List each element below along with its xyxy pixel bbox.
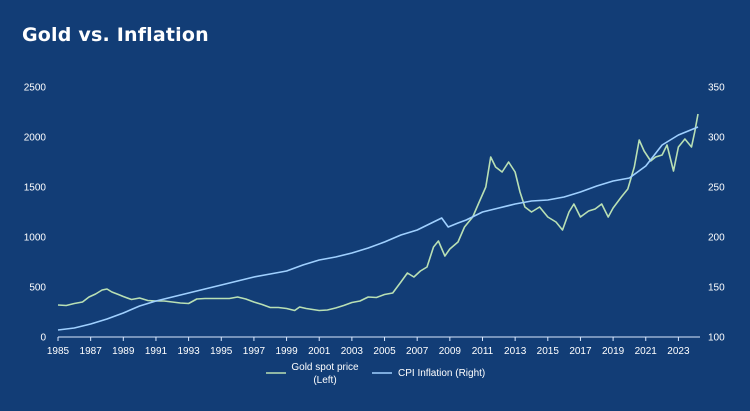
- x-axis-tick-label: 2011: [472, 346, 494, 357]
- x-axis-tick-label: 1985: [47, 346, 70, 357]
- x-axis-tick-label: 1997: [243, 346, 266, 357]
- left-axis-tick-label: 0: [40, 333, 46, 344]
- x-axis-tick-label: 2001: [308, 346, 331, 357]
- gold-price-line: [57, 113, 699, 312]
- right-axis-tick-label: 300: [708, 133, 725, 144]
- x-axis-tick-label: 2017: [569, 346, 592, 357]
- x-axis-tick-label: 1991: [145, 346, 168, 357]
- chart-title: Gold vs. Inflation: [22, 24, 209, 46]
- x-axis-tick-label: 2015: [537, 346, 560, 357]
- x-axis-tick-label: 2019: [602, 346, 625, 357]
- legend-cpi-label: CPI Inflation (Right): [398, 368, 485, 379]
- cpi-inflation-line: [57, 126, 699, 331]
- x-axis-tick-label: 2013: [504, 346, 527, 357]
- left-axis-tick-label: 1500: [24, 183, 47, 194]
- left-axis-tick-label: 1000: [24, 233, 47, 244]
- x-axis-tick-label: 1993: [177, 346, 200, 357]
- left-axis-tick-label: 500: [29, 283, 46, 294]
- x-axis-tick-label: 2023: [667, 346, 690, 357]
- right-axis-tick-label: 350: [708, 83, 725, 94]
- x-axis-tick-label: 2005: [373, 346, 396, 357]
- x-axis-tick-label: 2007: [406, 346, 429, 357]
- right-axis-tick-label: 250: [708, 183, 725, 194]
- x-axis-tick-label: 2003: [341, 346, 364, 357]
- left-axis-tick-labels: 0 500 1000 1500 2000 2500: [24, 83, 47, 344]
- x-axis-tick-label: 1989: [112, 346, 135, 357]
- right-axis-tick-labels: 100 150 200 250 300 350: [708, 83, 725, 344]
- left-axis-tick-label: 2000: [24, 133, 47, 144]
- x-axis-tick-label: 1999: [275, 346, 298, 357]
- right-axis-tick-label: 150: [708, 283, 725, 294]
- series-lines: [57, 113, 699, 331]
- left-axis-tick-label: 2500: [24, 83, 47, 94]
- legend-gold-label-axis: (Left): [313, 375, 336, 386]
- x-axis-tick-label: 2009: [439, 346, 462, 357]
- x-axis-ticks: 1985 1987 1989 1991 1993 1995 1997 1999 2001 2003…: [47, 337, 690, 357]
- x-axis-tick-label: 2021: [635, 346, 658, 357]
- x-axis-tick-label: 1995: [210, 346, 233, 357]
- legend: Gold spot price (Left) CPI Inflation (Ri…: [266, 362, 485, 386]
- legend-gold-label: Gold spot price: [291, 362, 359, 373]
- x-axis-tick-label: 1987: [80, 346, 103, 357]
- right-axis-tick-label: 100: [708, 333, 725, 344]
- right-axis-tick-label: 200: [708, 233, 725, 244]
